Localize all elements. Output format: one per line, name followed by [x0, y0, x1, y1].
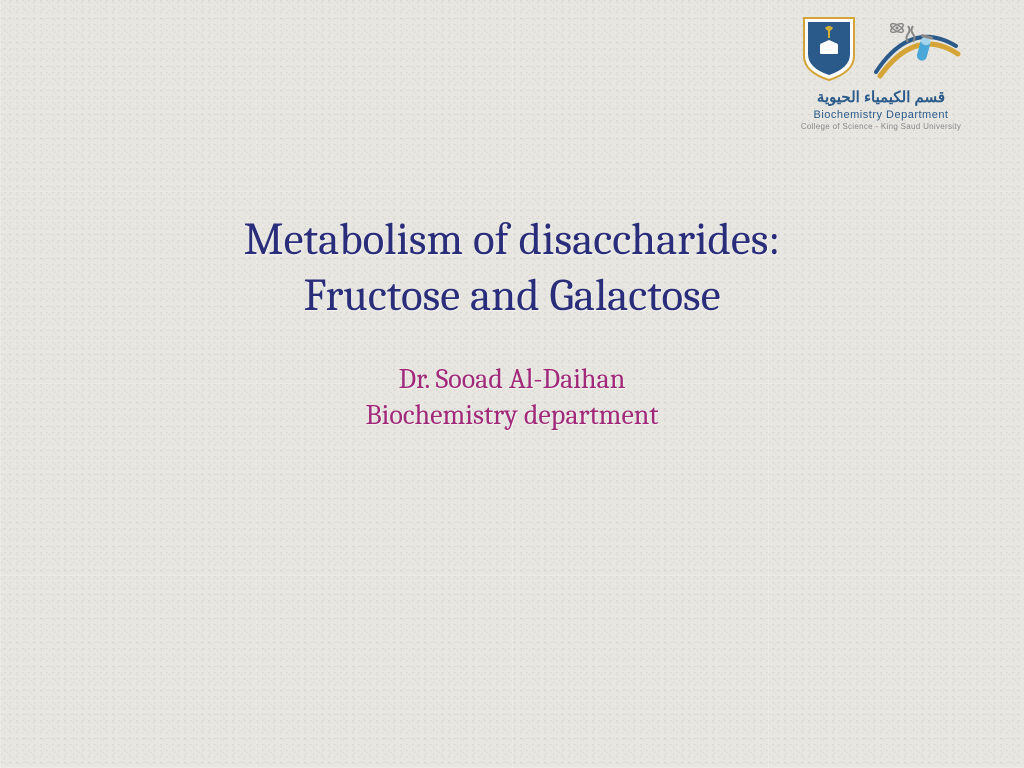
logo-arabic-text: قسم الكيمياء الحيوية: [801, 88, 961, 108]
author-block: Dr. Sooad Al-Daihan Biochemistry departm…: [0, 361, 1024, 434]
author-dept: Biochemistry department: [365, 399, 658, 431]
title-line-2: Fructose and Galactose: [303, 270, 720, 322]
logo-text-block: قسم الكيمياء الحيوية Biochemistry Depart…: [801, 88, 961, 132]
biochem-swoosh-icon: [866, 14, 961, 82]
title-block: Metabolism of disaccharides: Fructose an…: [0, 212, 1024, 433]
logo-college-line: College of Science - King Saud Universit…: [801, 122, 961, 132]
main-title: Metabolism of disaccharides: Fructose an…: [0, 212, 1024, 325]
header-logo-block: قسم الكيمياء الحيوية Biochemistry Depart…: [756, 14, 1006, 144]
slide-canvas: قسم الكيمياء الحيوية Biochemistry Depart…: [0, 0, 1024, 768]
logo-row: [802, 14, 961, 82]
title-line-1: Metabolism of disaccharides:: [244, 214, 781, 266]
university-shield-icon: [802, 14, 856, 82]
author-name: Dr. Sooad Al-Daihan: [399, 363, 626, 395]
logo-dept-english: Biochemistry Department: [801, 108, 961, 122]
